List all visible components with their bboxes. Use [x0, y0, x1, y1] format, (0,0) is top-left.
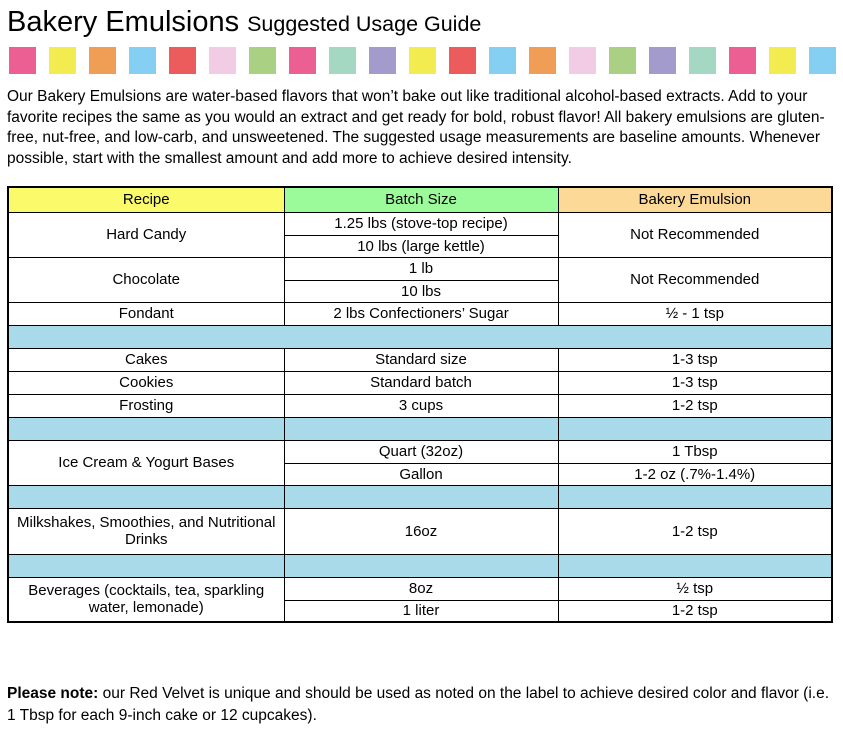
- table-cell: ½ tsp: [557, 576, 833, 601]
- table-cell: Standard size: [283, 347, 559, 372]
- table-cell: Cakes: [7, 347, 285, 372]
- table-cell: Chocolate: [7, 256, 285, 303]
- separator-cell: [283, 484, 559, 509]
- color-swatch: [409, 47, 436, 74]
- header-row: Recipe Batch Size Bakery Emulsion: [7, 186, 833, 213]
- color-swatch: [529, 47, 556, 74]
- color-swatch: [569, 47, 596, 74]
- table-cell: Cookies: [7, 370, 285, 395]
- color-swatch: [49, 47, 76, 74]
- table-cell: 1-2 tsp: [557, 507, 833, 555]
- table-cell: 1-3 tsp: [557, 347, 833, 372]
- color-swatch: [449, 47, 476, 74]
- table-row: Milkshakes, Smoothies, and Nutritional D…: [7, 507, 833, 555]
- color-swatch-strip: [9, 47, 836, 74]
- table-cell: 2 lbs Confectioners’ Sugar: [283, 301, 559, 326]
- separator-cell: [283, 416, 559, 441]
- document-page: Bakery Emulsions Suggested Usage Guide Ou…: [7, 6, 836, 724]
- color-swatch: [329, 47, 356, 74]
- color-swatch: [369, 47, 396, 74]
- separator-cell: [557, 484, 833, 509]
- separator-cell: [7, 484, 285, 509]
- color-swatch: [689, 47, 716, 74]
- table-cell: 16oz: [283, 507, 559, 555]
- table-row: Cakes Standard size 1-3 tsp: [7, 347, 833, 372]
- color-swatch: [169, 47, 196, 74]
- table-row: Frosting 3 cups 1-2 tsp: [7, 393, 833, 418]
- table-cell: ½ - 1 tsp: [557, 301, 833, 326]
- table-row: Fondant 2 lbs Confectioners’ Sugar ½ - 1 t…: [7, 301, 833, 326]
- table-cell: 1 lb: [283, 256, 559, 281]
- table-row: Cookies Standard batch 1-3 tsp: [7, 370, 833, 395]
- table-cell: Not Recommended: [557, 211, 833, 258]
- color-swatch: [649, 47, 676, 74]
- table-row: Hard Candy 1.25 lbs (stove-top recipe) Not…: [7, 211, 833, 258]
- usage-table-body: Hard Candy 1.25 lbs (stove-top recipe) Not…: [7, 211, 833, 623]
- column-header: Recipe: [7, 186, 285, 213]
- separator-cell: [7, 553, 285, 578]
- table-cell: Not Recommended: [557, 256, 833, 303]
- footer-note-text: our Red Velvet is unique and should be u…: [7, 685, 830, 724]
- table-cell: Fondant: [7, 301, 285, 326]
- intro-paragraph: Our Bakery Emulsions are water-based fla…: [7, 88, 825, 167]
- table-row: Ice Cream & Yogurt Bases Quart (32oz) 1 Tb…: [7, 439, 833, 486]
- separator-row: [7, 416, 833, 441]
- color-swatch: [289, 47, 316, 74]
- table-cell: 1-2 oz (.7%-1.4%): [557, 462, 833, 486]
- column-header: Bakery Emulsion: [557, 186, 833, 213]
- table-cell: Hard Candy: [7, 211, 285, 258]
- table-cell: 1 Tbsp: [557, 439, 833, 464]
- table-row: Beverages (cocktails, tea, sparkling wat…: [7, 576, 833, 623]
- table-cell: Ice Cream & Yogurt Bases: [7, 439, 285, 486]
- page-title: Bakery Emulsions Suggested Usage Guide: [7, 6, 836, 39]
- separator-row: [7, 553, 833, 578]
- table-row: 1 liter 1-2 tsp: [8, 599, 833, 623]
- table-cell: 8oz: [283, 576, 559, 601]
- color-swatch: [9, 47, 36, 74]
- table-cell: Beverages (cocktails, tea, sparkling wat…: [7, 576, 285, 623]
- table-cell: 1.25 lbs (stove-top recipe): [283, 211, 559, 236]
- title-main: Bakery Emulsions: [7, 6, 240, 38]
- color-swatch: [89, 47, 116, 74]
- separator-cell: [557, 553, 833, 578]
- table-cell: Frosting: [7, 393, 285, 418]
- separator-cell: [7, 416, 285, 441]
- usage-table: Recipe Batch Size Bakery Emulsion Hard Can…: [7, 186, 833, 623]
- title-subtitle: Suggested Usage Guide: [247, 12, 482, 36]
- color-swatch: [249, 47, 276, 74]
- separator-row: [7, 484, 833, 509]
- table-cell: Milkshakes, Smoothies, and Nutritional D…: [7, 507, 285, 555]
- separator-row: [7, 324, 833, 349]
- separator-cell: [557, 416, 833, 441]
- color-swatch: [769, 47, 796, 74]
- table-cell: 1 liter: [283, 599, 559, 623]
- table-cell: Quart (32oz): [283, 439, 559, 464]
- separator-cell: [7, 324, 833, 349]
- table-cell: 10 lbs (large kettle): [283, 234, 559, 258]
- table-cell: 1-2 tsp: [557, 599, 833, 623]
- color-swatch: [809, 47, 836, 74]
- column-header: Batch Size: [283, 186, 559, 213]
- footer-note-label: Please note:: [7, 685, 99, 702]
- color-swatch: [729, 47, 756, 74]
- separator-cell: [283, 553, 559, 578]
- color-swatch: [209, 47, 236, 74]
- footer-note: Please note: our Red Velvet is unique an…: [7, 683, 839, 727]
- color-swatch: [129, 47, 156, 74]
- table-cell: 1-2 tsp: [557, 393, 833, 418]
- table-cell: 3 cups: [283, 393, 559, 418]
- table-cell: 1-3 tsp: [557, 370, 833, 395]
- table-cell: 10 lbs: [283, 279, 559, 303]
- table-row: Chocolate 1 lb Not Recommended: [7, 256, 833, 303]
- usage-table-head: Recipe Batch Size Bakery Emulsion: [7, 186, 833, 213]
- table-cell: Standard batch: [283, 370, 559, 395]
- table-cell: Gallon: [283, 462, 559, 486]
- color-swatch: [609, 47, 636, 74]
- color-swatch: [489, 47, 516, 74]
